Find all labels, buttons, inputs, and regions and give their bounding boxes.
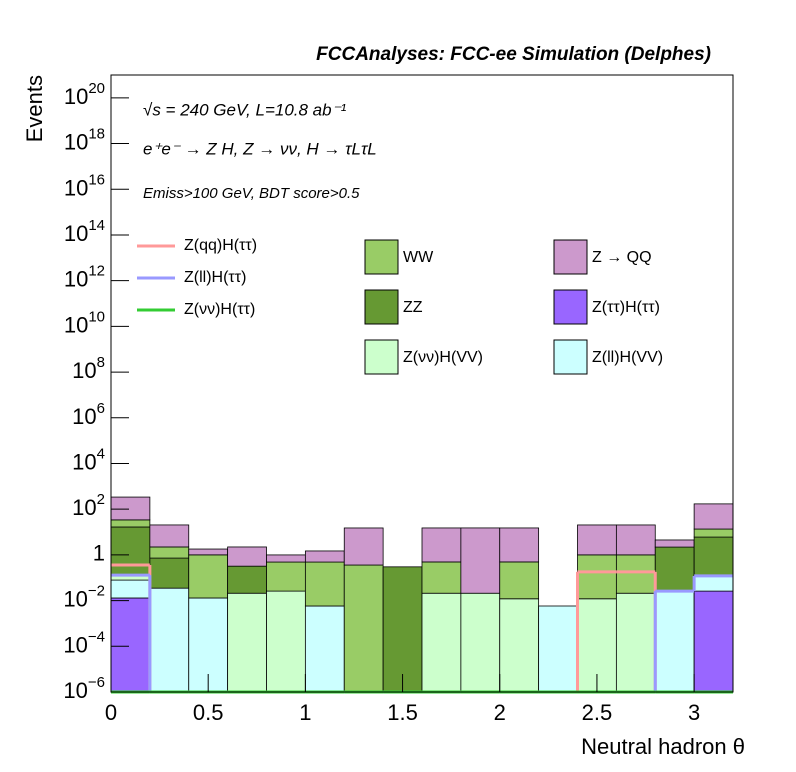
chart-title: FCCAnalyses: FCC-ee Simulation (Delphes)	[316, 44, 711, 65]
legend-label: Z(ll)H(ττ)	[184, 269, 246, 286]
plot-frame	[110, 74, 734, 693]
bar-segment	[110, 526, 151, 576]
bar-segment	[421, 592, 462, 693]
y-tick-label: 102	[72, 491, 105, 520]
legend-label: WW	[403, 249, 434, 266]
bar-segment	[110, 597, 151, 693]
y-axis-label: Events	[22, 75, 47, 142]
legend-swatch	[553, 239, 588, 275]
legend-swatch	[364, 339, 399, 375]
bar-segment	[460, 527, 501, 594]
legend-label: Z(ττ)H(ττ)	[592, 299, 660, 316]
bar-segment	[577, 554, 617, 600]
y-tick-label: 1014	[64, 217, 105, 246]
y-tick-label: 1	[93, 541, 105, 566]
bar-segment	[266, 561, 306, 592]
bar-segment	[149, 546, 190, 559]
bar-segment	[110, 496, 151, 521]
y-tick-label: 10−6	[63, 674, 105, 703]
bar-segment	[227, 592, 267, 693]
bar-segment	[693, 528, 734, 538]
x-tick-label: 2.5	[582, 700, 613, 725]
y-tick-label: 1012	[64, 263, 105, 292]
x-tick-label: 1.5	[387, 700, 418, 725]
legend-label: Z → QQ	[592, 249, 652, 266]
bar-segment	[304, 550, 345, 563]
bar-segment	[421, 527, 462, 563]
bar-segment	[421, 561, 462, 594]
bar-segment	[149, 557, 190, 589]
bar-segment	[110, 579, 151, 599]
bar-segment	[577, 524, 617, 556]
bar-segment	[499, 561, 540, 600]
annotation: e⁺e⁻ → Z H, Z → νν, H → τLτL	[143, 139, 377, 158]
bar-segment	[693, 503, 734, 530]
bar-segment	[460, 592, 501, 693]
bar-segment	[149, 587, 190, 693]
bar-segment	[615, 592, 656, 693]
y-tick-label: 108	[72, 354, 105, 383]
y-tick-label: 104	[72, 445, 105, 474]
y-tick-label: 1020	[64, 80, 105, 109]
bar-segment	[499, 598, 540, 693]
bar-segment	[654, 546, 695, 592]
bar-segment	[110, 519, 151, 528]
x-axis-label: Neutral hadron θ	[581, 734, 745, 759]
annotation: √s = 240 GeV, L=10.8 ab⁻¹	[143, 100, 347, 119]
legend-label: ZZ	[403, 299, 423, 316]
bar-segment	[654, 539, 695, 548]
x-tick-label: 0.5	[193, 700, 224, 725]
y-tick-label: 1018	[64, 126, 105, 155]
legend-label: Z(ll)H(VV)	[592, 349, 663, 366]
bar-segment	[227, 546, 267, 567]
x-tick-label: 3	[688, 700, 700, 725]
legend-swatch	[553, 289, 588, 325]
x-tick-label: 0	[105, 700, 117, 725]
bar-segment	[499, 527, 540, 563]
annotation: Emiss>100 GeV, BDT score>0.5	[143, 185, 360, 202]
bar-segment	[188, 554, 229, 599]
legend-swatch	[553, 339, 588, 375]
legend-label: Z(νν)H(VV)	[403, 349, 483, 366]
y-tick-label: 10−4	[63, 628, 105, 657]
bar-segment	[149, 524, 190, 548]
legend-swatch	[364, 289, 399, 325]
bar-segment	[266, 590, 306, 693]
bar-segment	[343, 564, 384, 693]
bar-segment	[304, 605, 345, 693]
plot-area: Z(ττ)H(ττ) Z(ll)H(VV) Z(νν)H(VV) ZZ WW Z → QQ…	[63, 74, 734, 725]
bar-segment	[382, 566, 423, 693]
bar-segment	[615, 554, 656, 594]
legend-swatch	[364, 239, 399, 275]
bar-segment	[343, 527, 384, 566]
bar-segment	[538, 605, 578, 693]
bar-segment	[693, 536, 734, 577]
legend-label: Z(qq)H(ττ)	[184, 237, 257, 254]
bar-segment	[615, 524, 656, 556]
bar-segment	[188, 548, 229, 556]
bar-segment	[266, 554, 306, 563]
bar-segment	[304, 561, 345, 607]
y-tick-label: 10−2	[63, 583, 105, 612]
bar-segment	[693, 590, 734, 693]
y-tick-label: 106	[72, 400, 105, 429]
y-tick-label: 1010	[64, 308, 105, 337]
bar-segment	[654, 590, 695, 693]
bar-segment	[693, 575, 734, 592]
x-tick-label: 1	[299, 700, 311, 725]
bar-segment	[227, 565, 267, 594]
x-tick-label: 2	[494, 700, 506, 725]
y-tick-label: 1016	[64, 171, 105, 200]
legend-label: Z(νν)H(ττ)	[184, 301, 255, 318]
